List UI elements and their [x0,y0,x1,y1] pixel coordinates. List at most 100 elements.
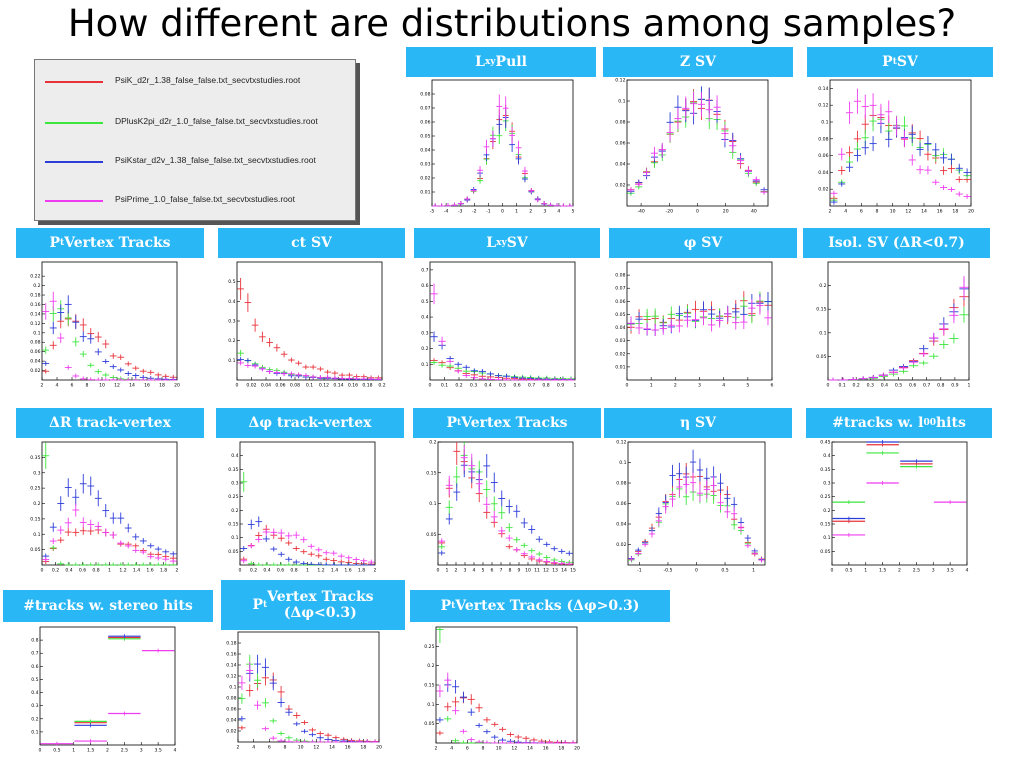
series-3 [828,276,969,381]
series-0 [828,286,969,381]
y-tick-label: 0.1 [33,330,40,336]
series-0 [627,87,768,195]
x-tick-label: 0.2 [52,568,59,574]
y-tick-label: 0.5 [31,677,38,683]
y-tick-label: 0.3 [421,330,428,336]
y-tick-label: 0.04 [420,148,430,154]
y-tick-label: 0.4 [823,453,830,459]
x-tick-label: 0.14 [333,383,343,389]
plot-frame [831,441,968,566]
series-1 [832,450,933,505]
plot-frame [626,79,769,207]
y-tick-label: 0.4 [31,690,38,696]
legend-swatch [45,81,103,83]
x-tick-label: 2 [374,568,377,574]
series-1 [438,442,573,565]
x-tick-label: 0.18 [362,383,372,389]
x-tick-label: 1.2 [317,568,324,574]
y-tick-label: 0.18 [30,293,40,299]
y-tick-label: 0.25 [30,486,40,492]
x-tick-label: 0.3 [867,383,874,389]
x-tick-label: 3 [932,568,935,574]
x-tick-label: 0 [236,383,239,389]
y-tick-label: 0.03 [615,338,625,344]
x-tick-label: 1.8 [160,568,167,574]
plot-frame [627,441,766,566]
x-tick-label: 2 [829,209,832,215]
y-tick-label: 0.06 [615,141,625,147]
series-2 [438,453,573,556]
x-tick-label: 0.2 [455,383,462,389]
legend-entry: DPlusK2pi_d2r_1.0_false_false.txt_secvtx… [35,113,355,133]
x-tick-label: 2 [106,748,109,754]
x-tick-label: 0 [429,383,432,389]
y-tick-label: 0.08 [615,273,625,279]
y-tick-label: 0.15 [820,522,830,528]
plot-phi-sv: 0.01 0.02 0.03 0.04 0.05 0.06 0.07 0.08 0 1 2 3 4 5 6 [615,261,774,389]
x-tick-label: 40 [751,209,757,215]
plot-isol-sv: 0.05 0.1 0.15 0.2 0 0.1 0.2 0.3 0.4 0.5 0.6 0.7 0.8 0… [816,261,971,389]
legend-label: DPlusK2pi_d2r_1.0_false_false.txt_secvtx… [115,116,318,126]
legend-swatch [45,200,103,202]
y-tick-label: 0.12 [30,321,40,327]
x-tick-label: 15 [570,568,576,574]
x-tick-label: 0.6 [909,383,916,389]
x-tick-label: 4 [966,568,969,574]
y-tick-label: 0.4 [231,453,238,459]
x-tick-label: 0.7 [923,383,930,389]
x-tick-label: 2 [898,568,901,574]
x-tick-label: 12 [511,746,517,752]
y-tick-label: 0.2 [819,283,826,289]
legend-swatch [45,122,103,124]
x-tick-label: 13 [552,568,558,574]
y-tick-label: 0.1 [619,460,626,466]
x-tick-label: -4 [444,209,449,215]
plot-frame [437,441,574,566]
x-tick-label: 0 [831,568,834,574]
plot-pt-sv: 0.02 0.04 0.06 0.08 0.1 0.12 0.14 2 4 6 8 10 12 14 16 1… [818,79,974,215]
x-tick-label: 16 [345,745,351,751]
series-2 [240,516,375,566]
series-0 [237,277,382,380]
y-tick-label: 0.7 [31,651,38,657]
series-3 [832,481,967,537]
x-tick-label: 0.5 [53,748,60,754]
x-tick-label: 4 [557,209,560,215]
series-1 [828,306,969,381]
x-tick-label: 0.1 [306,383,313,389]
x-tick-label: 0.4 [484,383,491,389]
series-1 [432,110,573,207]
x-tick-label: 0.08 [290,383,300,389]
y-tick-label: 0.22 [30,274,40,280]
x-tick-label: 1 [864,568,867,574]
x-tick-label: 0.4 [65,568,72,574]
x-tick-label: 10 [99,383,105,389]
y-tick-label: 0.8 [31,638,38,644]
x-tick-label: 0.1 [441,383,448,389]
x-tick-label: 1 [650,383,653,389]
x-tick-label: 1.2 [119,568,126,574]
x-tick-label: 1 [108,568,111,574]
y-tick-label: 0.08 [30,340,40,346]
series-0 [238,670,379,742]
x-tick-label: 6 [491,568,494,574]
y-tick-label: 0.4 [228,299,235,305]
y-tick-label: 0.03 [420,162,430,168]
y-tick-label: 0.04 [226,718,236,724]
series-2 [627,86,768,194]
series-2 [238,654,379,743]
series-3 [42,291,177,381]
x-tick-label: 0.5 [499,383,506,389]
x-tick-label: 14 [129,383,135,389]
x-tick-label: 2.5 [121,748,128,754]
x-tick-label: 12 [313,745,319,751]
y-tick-label: 0.3 [33,470,40,476]
y-tick-label: 0.2 [421,346,428,352]
x-tick-label: 1.4 [331,568,338,574]
series-0 [432,104,573,207]
y-tick-label: 0.4 [421,315,428,321]
y-tick-label: 0.04 [615,325,625,331]
series-3 [430,283,575,381]
y-tick-label: 0.07 [420,106,430,112]
